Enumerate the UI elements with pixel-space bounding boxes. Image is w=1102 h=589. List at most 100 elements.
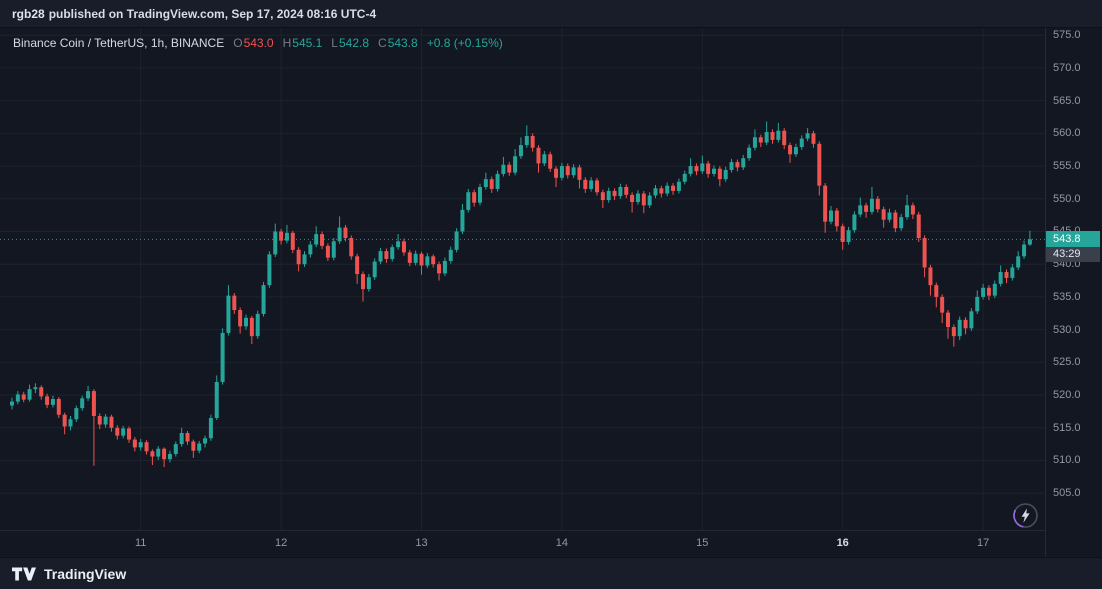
time-axis-label[interactable]: 17: [976, 537, 990, 549]
time-axis-label[interactable]: 16: [836, 537, 849, 549]
price-axis-label: 555.0: [1053, 160, 1081, 173]
time-axis-label[interactable]: 15: [696, 537, 709, 549]
candle: [559, 166, 564, 178]
candle: [361, 274, 365, 290]
candle: [975, 296, 980, 312]
candle: [770, 132, 775, 140]
close-ohlc: C 543.8: [378, 36, 418, 50]
candle: [167, 453, 172, 460]
candle: [489, 179, 494, 189]
candle: [793, 147, 798, 155]
candle: [466, 192, 471, 210]
candle: [185, 433, 190, 442]
close-label: C: [378, 36, 387, 50]
tradingview-logo-icon[interactable]: [12, 567, 36, 581]
candlestick-chart[interactable]: [0, 28, 1045, 530]
candle: [39, 387, 44, 397]
candle: [56, 398, 61, 415]
price-axis[interactable]: 575.0570.0565.0560.0555.0550.0545.0540.0…: [1045, 28, 1102, 557]
candle: [782, 130, 787, 146]
low-label: L: [331, 36, 338, 50]
candle: [881, 209, 886, 220]
time-axis-label[interactable]: 12: [274, 537, 288, 549]
candle: [454, 231, 459, 250]
candle: [612, 190, 617, 197]
candle: [852, 214, 857, 231]
candle: [396, 241, 401, 248]
candle: [758, 137, 763, 143]
open-ohlc: O 543.0: [233, 36, 273, 50]
high-label: H: [282, 36, 292, 50]
candle: [928, 267, 933, 286]
candle: [530, 135, 535, 148]
chart-region[interactable]: Binance Coin / TetherUS, 1h, BINANCE O 54…: [0, 28, 1102, 557]
candle: [197, 443, 202, 451]
candle: [232, 295, 237, 311]
candle: [308, 244, 313, 255]
candle: [916, 214, 921, 239]
open-label: O: [233, 36, 243, 50]
candle: [764, 132, 769, 143]
candle: [823, 185, 828, 222]
candle: [747, 147, 752, 159]
candle: [905, 205, 910, 218]
candle: [741, 158, 746, 168]
candle: [226, 295, 231, 333]
candle: [74, 408, 79, 420]
candle: [208, 417, 213, 439]
publisher-username: rgb28: [12, 6, 45, 21]
candle: [91, 391, 96, 416]
candle: [554, 168, 559, 178]
candle: [706, 163, 711, 174]
candle: [10, 401, 14, 406]
price-axis-label: 515.0: [1053, 421, 1081, 434]
candle: [401, 241, 406, 253]
candle: [641, 193, 646, 206]
time-axis[interactable]: 11 12 13 14 15 16 17: [0, 530, 1045, 557]
candle: [869, 198, 874, 212]
lightning-button[interactable]: [1012, 502, 1039, 529]
candle: [320, 234, 325, 246]
candle: [624, 186, 629, 195]
candle: [1010, 267, 1015, 278]
candle: [431, 256, 436, 265]
candle: [829, 210, 833, 222]
time-axis-label[interactable]: 11: [134, 537, 147, 549]
high-ohlc: H 545.1: [283, 36, 323, 50]
candle: [203, 438, 208, 444]
candle: [694, 166, 699, 172]
candle: [969, 311, 974, 329]
candle: [723, 169, 728, 180]
candle: [659, 188, 664, 194]
time-axis-label[interactable]: 13: [415, 537, 428, 549]
candle: [840, 226, 845, 242]
candle: [478, 186, 482, 203]
candle: [138, 442, 143, 448]
tradingview-wordmark[interactable]: TradingView: [44, 565, 127, 582]
grid: [0, 28, 1045, 530]
low-value: 542.8: [338, 36, 370, 50]
price-axis-label: 505.0: [1053, 487, 1081, 500]
candle: [846, 230, 851, 242]
candle: [238, 310, 243, 327]
time-axis-label[interactable]: 14: [555, 537, 569, 549]
candle: [437, 264, 442, 274]
price-axis-label: 560.0: [1053, 127, 1081, 140]
candle: [425, 256, 430, 266]
price-axis-label: 520.0: [1053, 389, 1081, 402]
high-value: 545.1: [292, 36, 323, 50]
candle: [21, 394, 26, 400]
candle: [214, 381, 219, 418]
candle: [998, 272, 1003, 284]
candle: [712, 168, 716, 174]
candle: [1004, 272, 1009, 278]
candle: [267, 254, 272, 286]
candle: [653, 188, 658, 196]
candle: [595, 180, 599, 193]
candle: [647, 195, 652, 206]
symbol-title[interactable]: Binance Coin / TetherUS, 1h, BINANCE: [13, 36, 225, 50]
candle: [805, 133, 810, 139]
price-axis-label: 575.0: [1053, 29, 1081, 42]
candle-close-countdown: 43:29: [1046, 247, 1100, 263]
